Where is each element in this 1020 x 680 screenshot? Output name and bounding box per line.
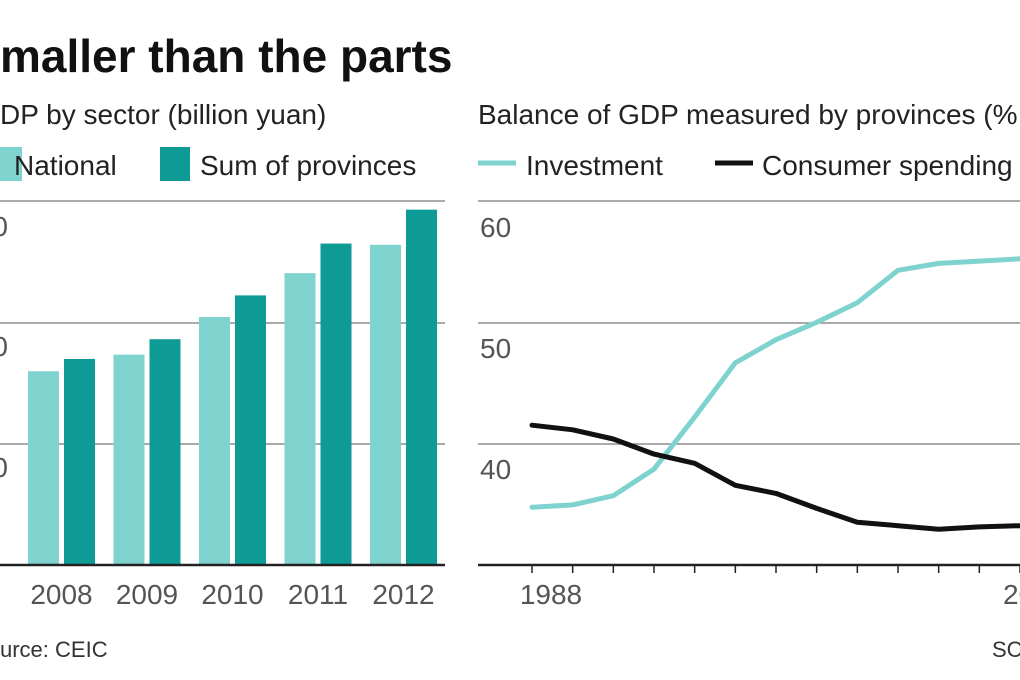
bar-national-2010 xyxy=(199,316,230,565)
bar-chart-title: DP by sector (billion yuan) xyxy=(0,99,326,130)
legend-label-sum-of-provinces: Sum of provinces xyxy=(200,150,416,181)
line-y-tick-label-40: 40 xyxy=(480,454,511,485)
bar-sum-of-provinces-2010 xyxy=(235,295,266,565)
bar-y-tick-label: 0 xyxy=(0,452,8,483)
source-credit: urce: CEIC xyxy=(0,637,108,662)
bar-y-tick-label: 0 xyxy=(0,211,8,242)
bar-chart-panel: DP by sector (billion yuan) National Sum… xyxy=(0,99,445,662)
headline: maller than the parts xyxy=(0,30,452,82)
legend-label-consumer-spending: Consumer spending xyxy=(762,150,1013,181)
legend-swatch-national xyxy=(0,147,22,181)
line-investment xyxy=(529,256,1020,510)
bar-x-tick-label-2010: 2010 xyxy=(201,579,263,610)
line-consumer-spending xyxy=(529,422,1020,532)
bar-national-2011 xyxy=(284,273,316,565)
bar-series xyxy=(28,209,437,566)
bar-national-2008 xyxy=(28,371,59,565)
graphic-credit: SC xyxy=(992,637,1020,662)
line-x-tick-label-1988: 1988 xyxy=(520,579,582,610)
bar-y-tick-label: 0 xyxy=(0,331,8,362)
bar-national-2009 xyxy=(113,354,145,565)
bar-x-tick-labels: 2008 2009 2010 2011 2012 xyxy=(30,579,434,610)
bar-sum-of-provinces-2012 xyxy=(406,209,437,566)
bar-x-tick-label-2009: 2009 xyxy=(116,579,178,610)
line-x-tick-label-20: 20 xyxy=(1003,579,1020,610)
bar-x-tick-label-2008: 2008 xyxy=(30,579,92,610)
legend-label-investment: Investment xyxy=(526,150,663,181)
line-chart-title: Balance of GDP measured by provinces (% xyxy=(478,99,1018,130)
line-series xyxy=(529,256,1020,532)
bar-sum-of-provinces-2009 xyxy=(149,339,181,565)
line-y-tick-label-50: 50 xyxy=(480,333,511,364)
bar-sum-of-provinces-2011 xyxy=(320,243,352,565)
bar-national-2012 xyxy=(370,244,401,565)
bar-x-tick-label-2011: 2011 xyxy=(288,579,348,610)
line-x-ticks xyxy=(531,565,1020,573)
bar-x-tick-label-2012: 2012 xyxy=(372,579,434,610)
line-y-tick-label-60: 60 xyxy=(480,212,511,243)
legend-swatch-sum-of-provinces xyxy=(160,147,190,181)
line-chart-panel: Balance of GDP measured by provinces (% … xyxy=(478,99,1020,662)
legend-label-national: National xyxy=(14,150,117,181)
bar-sum-of-provinces-2008 xyxy=(64,358,95,565)
